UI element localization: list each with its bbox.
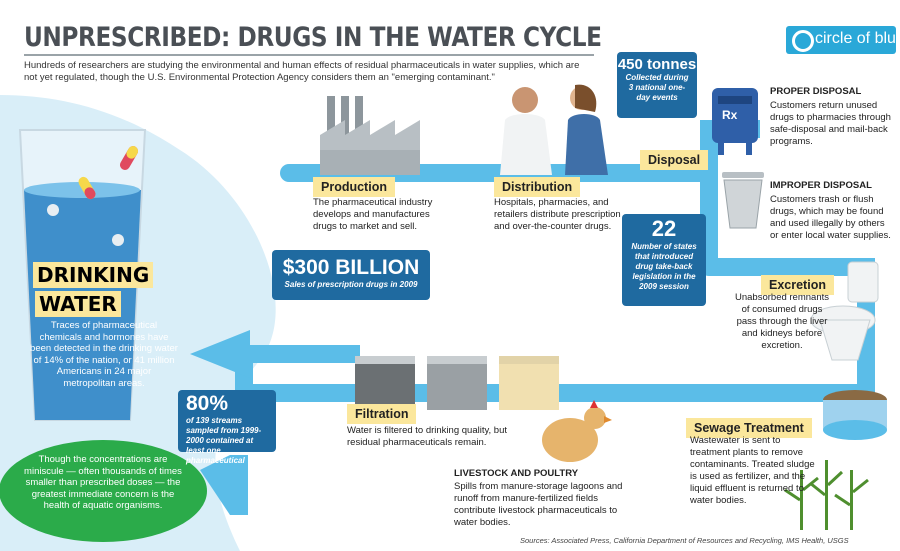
livestock-text: Spills from manure-storage lagoons and r…: [454, 481, 623, 528]
tonnes-callout: 450 tonnes Collected during 3 national o…: [617, 52, 697, 118]
sewage-text: Wastewater is sent to treatment plants t…: [690, 435, 815, 506]
aquatic-concern-text: Though the concentrations are miniscule …: [24, 454, 182, 511]
streams-caption: of 139 streams sampled from 1999-2000 co…: [186, 416, 262, 465]
tonnes-value: 450 tonnes: [617, 56, 697, 73]
toilet-icon: [810, 261, 879, 361]
water-label: WATER: [35, 291, 121, 317]
states-value: 22: [651, 216, 677, 241]
proper-disposal-text: Customers return unused drugs to pharmac…: [770, 100, 891, 147]
logo-text: circle of blue: [815, 30, 900, 47]
rx-label: Rx: [722, 108, 738, 122]
production-text: The pharmaceutical industry develops and…: [313, 197, 433, 232]
factory-icon: [320, 96, 420, 175]
trash-can-icon: [722, 172, 764, 229]
distribution-text: Hospitals, pharmacies, and retailers dis…: [494, 197, 621, 232]
improper-disposal-text: Customers trash or flush drugs, which ma…: [770, 194, 891, 241]
page-title: UNPRESCRIBED: DRUGS IN THE WATER CYCLE: [24, 22, 602, 53]
pill-half-icon: [126, 146, 138, 159]
customer-icon: [565, 84, 608, 175]
streams-callout: 80% of 139 streams sampled from 1999-200…: [178, 390, 276, 465]
water-surface: [24, 182, 140, 198]
mailbox-icon: [712, 88, 758, 155]
proper-disposal-heading: PROPER DISPOSAL: [770, 86, 862, 97]
pill-round-icon: [47, 204, 59, 216]
filtration-label: Filtration: [347, 404, 417, 424]
intro-text: Hundreds of researchers are studying the…: [24, 60, 580, 83]
improper-disposal-heading: IMPROPER DISPOSAL: [770, 180, 872, 191]
tonnes-caption: Collected during 3 national one-day even…: [625, 73, 689, 102]
drinking-water-text: Traces of pharmaceutical chemicals and h…: [30, 320, 178, 389]
sales-callout: $300 BILLION Sales of prescription drugs…: [272, 250, 430, 300]
arrow-to-aquatic: [200, 455, 230, 515]
pill-round-icon: [112, 234, 124, 246]
filtration-tanks-icon: [355, 356, 559, 410]
sewage-label: Sewage Treatment: [686, 418, 812, 438]
pill-half-icon: [84, 187, 96, 200]
title-divider: [24, 54, 594, 56]
livestock-heading: LIVESTOCK AND POULTRY: [454, 468, 579, 479]
pharmacist-icon: [500, 87, 552, 175]
states-callout: 22 Number of states that introduced drug…: [622, 214, 706, 306]
production-label: Production: [313, 177, 395, 197]
excretion-text: Unabsorbed remnants of consumed drugs pa…: [735, 292, 829, 351]
sales-caption: Sales of prescription drugs in 2009: [284, 280, 418, 289]
arrow-to-glass: [190, 330, 250, 378]
sewage-tank-icon: [823, 390, 887, 440]
sales-value: $300 BILLION: [282, 256, 420, 279]
pipe-bottom: [230, 455, 248, 515]
corn-icon: [784, 460, 869, 530]
aquatic-concern-bubble: [0, 440, 207, 542]
streams-value: 80%: [186, 392, 229, 415]
drinking-label: DRINKING: [33, 262, 154, 288]
logo-circle-icon: [792, 30, 814, 52]
excretion-label: Excretion: [761, 275, 834, 295]
pipe-to-toilet: [700, 258, 875, 276]
pipe-to-filtration: [250, 345, 360, 363]
filtration-text: Water is filtered to drinking quality, b…: [347, 425, 507, 448]
distribution-label: Distribution: [494, 177, 581, 197]
states-caption: Number of states that introduced drug ta…: [631, 242, 697, 291]
hen-icon: [542, 400, 612, 462]
disposal-label: Disposal: [640, 150, 709, 170]
sources-note: Sources: Associated Press, California De…: [520, 536, 849, 545]
